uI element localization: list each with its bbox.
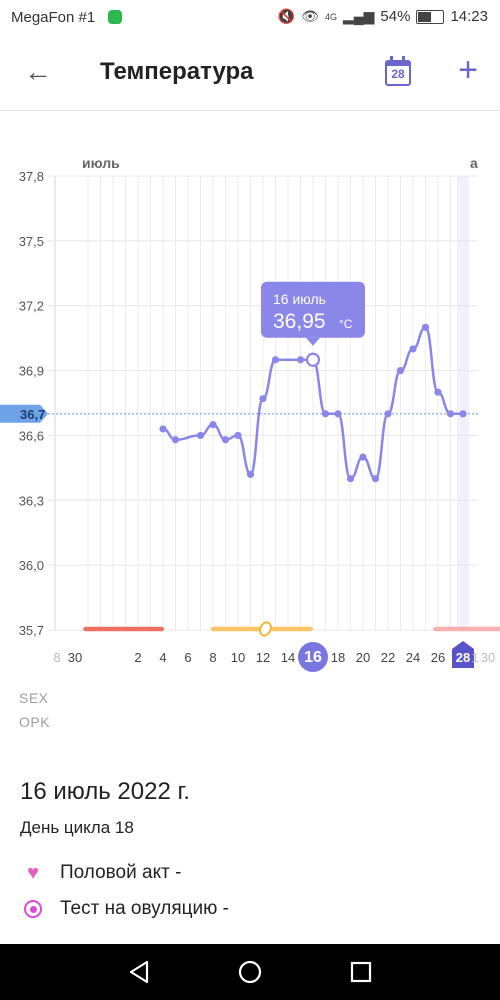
selected-day-marker (298, 642, 328, 672)
x-tick-label: 6 (184, 650, 191, 665)
legend-opk: OPK (19, 714, 51, 730)
data-point (434, 388, 442, 396)
x-tick-label: 8 (53, 650, 60, 665)
data-point (371, 475, 380, 483)
y-tick-label: 37,5 (19, 234, 44, 249)
app-bar: ← Температура 28 + (0, 34, 500, 111)
tooltip-value: 36,95 (273, 310, 326, 333)
x-tick-label: 1 (471, 650, 478, 665)
data-point (321, 410, 330, 418)
calendar-button[interactable]: 28 (385, 56, 415, 88)
data-point (334, 410, 342, 418)
tooltip-pointer (306, 337, 320, 346)
battery-percent: 54% (380, 8, 411, 25)
baseline-tag (0, 404, 48, 423)
x-tick-label: 18 (331, 650, 345, 665)
system-nav-bar (0, 944, 500, 1000)
data-point (159, 425, 167, 433)
x-tick-label: 10 (231, 650, 245, 665)
back-triangle-icon[interactable] (126, 958, 154, 986)
data-point (421, 323, 430, 331)
y-tick-label: 37,8 (19, 169, 44, 184)
x-tick-label: 24 (406, 650, 420, 665)
y-tick-label: 36,3 (19, 493, 44, 508)
x-tick-label: 28 (456, 650, 470, 665)
data-point (409, 345, 417, 353)
network-type: 4G (324, 11, 337, 22)
data-point (446, 410, 455, 418)
target-icon (22, 898, 44, 920)
tooltip-box (261, 281, 365, 338)
today-column (457, 176, 469, 630)
calendar-day: 28 (385, 60, 411, 86)
tooltip-date: 16 июль (273, 291, 326, 307)
battery-icon (416, 9, 445, 24)
temperature-chart[interactable]: 37,8 37,5 37,2 36,9 36,6 36,3 36,0 35,7 июль а 36,… (0, 150, 500, 680)
legend-sex: SEX (19, 690, 49, 706)
x-tick-label: 30 (481, 650, 495, 665)
heart-icon: ♥ (27, 861, 39, 884)
x-tick-label: 8 (209, 650, 216, 665)
y-tick-label: 36,9 (19, 364, 44, 379)
carrier-badge-icon (108, 10, 122, 24)
x-tick-label: 16 (304, 649, 322, 666)
data-point (221, 436, 230, 444)
recents-square-icon[interactable] (347, 958, 375, 986)
x-tick-label: 12 (256, 650, 270, 665)
data-point (271, 356, 280, 364)
back-arrow-icon[interactable]: ← (24, 56, 52, 87)
data-point (459, 410, 467, 418)
data-point (234, 431, 242, 440)
status-bar: MegaFon #1 🔇 👁 4G ▂▄▆ 54% 14:23 (0, 0, 500, 34)
month-label: июль (82, 155, 120, 171)
selected-point (305, 352, 321, 367)
intercourse-label: Половой акт - (60, 862, 182, 883)
data-point (259, 395, 267, 403)
tooltip-unit: °C (339, 317, 353, 331)
x-tick-label: 20 (356, 650, 370, 665)
ovulation-test-label: Тест на овуляцию - (60, 898, 229, 919)
x-tick-label: 14 (281, 650, 295, 665)
data-point (209, 421, 217, 429)
x-tick-label: 30 (68, 650, 82, 665)
clock: 14:23 (450, 8, 488, 25)
mute-icon: 🔇 (277, 8, 296, 24)
page-title: Температура (100, 58, 254, 85)
data-point (384, 410, 392, 418)
x-tick-label: 4 (159, 650, 166, 665)
data-point (396, 366, 405, 375)
intercourse-row[interactable]: ♥ Половой акт - (22, 862, 181, 884)
y-tick-label: 37,2 (19, 299, 44, 314)
carrier-name: MegaFon #1 (11, 9, 96, 26)
today-marker (452, 641, 474, 668)
cycle-day: День цикла 18 (20, 818, 134, 837)
data-point (171, 436, 180, 444)
data-point (346, 475, 355, 483)
data-point (246, 470, 255, 478)
x-tick-label: 26 (431, 650, 445, 665)
add-button[interactable]: + (458, 51, 478, 89)
baseline-label: 36,7 (20, 407, 45, 422)
data-point (196, 431, 205, 440)
home-circle-icon[interactable] (236, 958, 264, 986)
eye-icon: 👁 (301, 8, 319, 24)
data-point (296, 356, 305, 364)
ovulation-egg-icon (259, 621, 272, 637)
ovulation-test-row[interactable]: Тест на овуляцию - (22, 898, 229, 920)
data-point (359, 453, 367, 461)
y-tick-label: 36,6 (19, 428, 44, 443)
x-tick-label: 22 (381, 650, 395, 665)
y-tick-label: 35,7 (19, 623, 44, 638)
selected-date: 16 июль 2022 г. (20, 778, 190, 805)
y-tick-label: 36,0 (19, 558, 44, 573)
month-label: а (470, 155, 478, 171)
signal-icon: ▂▄▆ (342, 8, 375, 24)
x-tick-label: 2 (134, 650, 141, 665)
